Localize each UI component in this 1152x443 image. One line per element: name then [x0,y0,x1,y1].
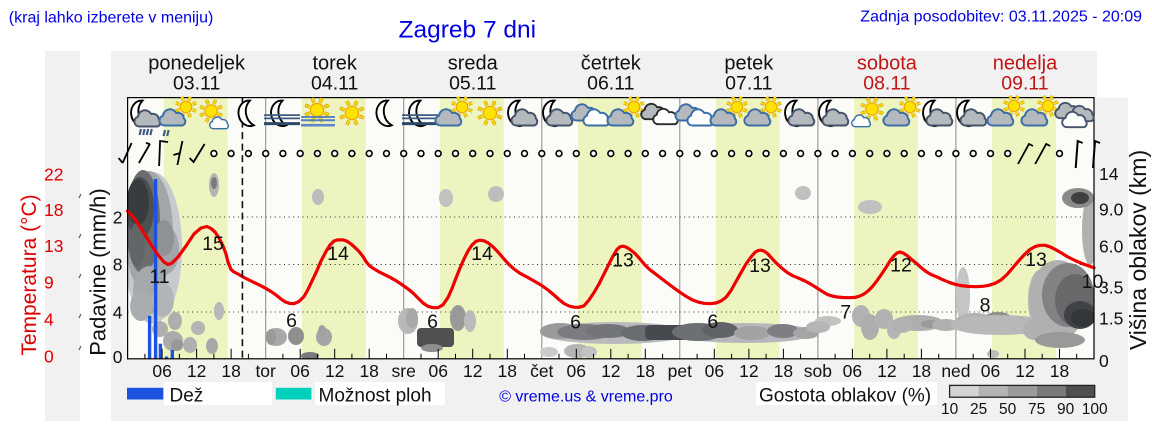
svg-text:petek: petek [724,53,774,75]
svg-text:Zadnja posodobitev: 03.11.2025: Zadnja posodobitev: 03.11.2025 - 20:09 [860,8,1142,25]
svg-text:18: 18 [498,361,517,381]
svg-text:75: 75 [1028,401,1045,418]
svg-text:13: 13 [1025,249,1047,271]
svg-text:tor: tor [255,361,276,381]
svg-text:08.11: 08.11 [863,73,910,95]
svg-text:06: 06 [567,361,586,381]
svg-text:06: 06 [152,361,171,381]
svg-text:09.11: 09.11 [1001,73,1048,95]
svg-text:ned: ned [941,361,970,381]
svg-text:100: 100 [1082,401,1108,418]
svg-text:6.0: 6.0 [1099,236,1124,256]
svg-text:Zagreb 7 dni: Zagreb 7 dni [399,17,537,44]
svg-text:6: 6 [286,310,297,332]
svg-text:18: 18 [359,361,378,381]
svg-text:18: 18 [636,361,655,381]
svg-text:3.5: 3.5 [1099,277,1123,297]
svg-text:Padavine (mm/h): Padavine (mm/h) [86,188,111,356]
svg-text:Dež: Dež [170,386,204,407]
svg-text:0: 0 [113,347,123,367]
svg-text:2: 2 [113,207,123,227]
svg-text:9.0: 9.0 [1099,199,1124,219]
svg-text:0: 0 [44,346,54,366]
svg-text:22: 22 [44,164,63,184]
svg-text:07.11: 07.11 [725,73,772,95]
svg-text:6: 6 [707,311,718,333]
svg-text:06: 06 [290,361,309,381]
svg-text:13: 13 [612,250,634,272]
svg-text:sob: sob [804,361,832,381]
svg-text:12: 12 [325,361,344,381]
svg-text:14: 14 [1099,164,1119,184]
svg-text:18: 18 [774,361,793,381]
svg-text:06: 06 [981,361,1000,381]
svg-text:18: 18 [221,361,240,381]
svg-text:12: 12 [463,361,482,381]
svg-text:čet: čet [530,361,553,381]
svg-text:18: 18 [1050,361,1069,381]
svg-text:© vreme.us & vreme.pro: © vreme.us & vreme.pro [499,389,673,406]
svg-text:(kraj lahko izberete v meniju): (kraj lahko izberete v meniju) [9,10,214,27]
svg-text:15: 15 [202,233,224,255]
svg-text:Temperatura (°C): Temperatura (°C) [18,194,41,355]
svg-text:13: 13 [44,236,63,256]
svg-text:03.11: 03.11 [173,73,220,95]
svg-text:sre: sre [392,361,416,381]
svg-text:6: 6 [570,312,581,334]
svg-text:7: 7 [840,302,851,324]
svg-text:Gostota oblakov (%): Gostota oblakov (%) [759,386,931,407]
svg-text:sobota: sobota [857,53,918,75]
svg-text:ponedeljek: ponedeljek [148,53,246,75]
svg-text:torek: torek [312,53,357,75]
svg-text:50: 50 [999,401,1017,418]
svg-text:10: 10 [941,401,959,418]
svg-text:9: 9 [44,272,54,292]
svg-text:14: 14 [327,243,349,265]
svg-text:06: 06 [843,361,862,381]
svg-text:pet: pet [668,361,692,381]
svg-text:0: 0 [1099,351,1109,371]
svg-text:12: 12 [1015,361,1034,381]
svg-text:6: 6 [427,311,438,333]
svg-text:1.5: 1.5 [1099,308,1123,328]
svg-text:Višina oblakov (km): Višina oblakov (km) [1125,150,1151,350]
svg-text:8: 8 [113,254,123,274]
svg-text:12: 12 [601,361,620,381]
svg-text:06: 06 [428,361,447,381]
svg-text:25: 25 [970,401,987,418]
svg-text:90: 90 [1057,401,1075,418]
svg-text:12: 12 [187,361,206,381]
svg-text:12: 12 [739,361,758,381]
svg-text:4: 4 [113,302,123,322]
svg-text:05.11: 05.11 [449,73,496,95]
svg-text:14: 14 [471,243,493,265]
svg-text:12: 12 [877,361,896,381]
svg-text:10: 10 [1082,271,1104,293]
svg-text:11: 11 [149,266,169,288]
svg-text:18: 18 [44,200,63,220]
svg-text:12: 12 [890,255,912,277]
svg-text:4: 4 [44,309,54,329]
svg-text:četrtek: četrtek [581,53,642,75]
svg-text:18: 18 [912,361,931,381]
svg-text:13: 13 [749,255,771,277]
svg-text:Možnost ploh: Možnost ploh [319,386,432,407]
svg-text:sreda: sreda [448,53,499,75]
svg-text:nedelja: nedelja [993,53,1058,75]
svg-text:06: 06 [705,361,724,381]
svg-text:04.11: 04.11 [311,73,358,95]
svg-text:06.11: 06.11 [587,73,634,95]
svg-text:8: 8 [980,294,991,316]
